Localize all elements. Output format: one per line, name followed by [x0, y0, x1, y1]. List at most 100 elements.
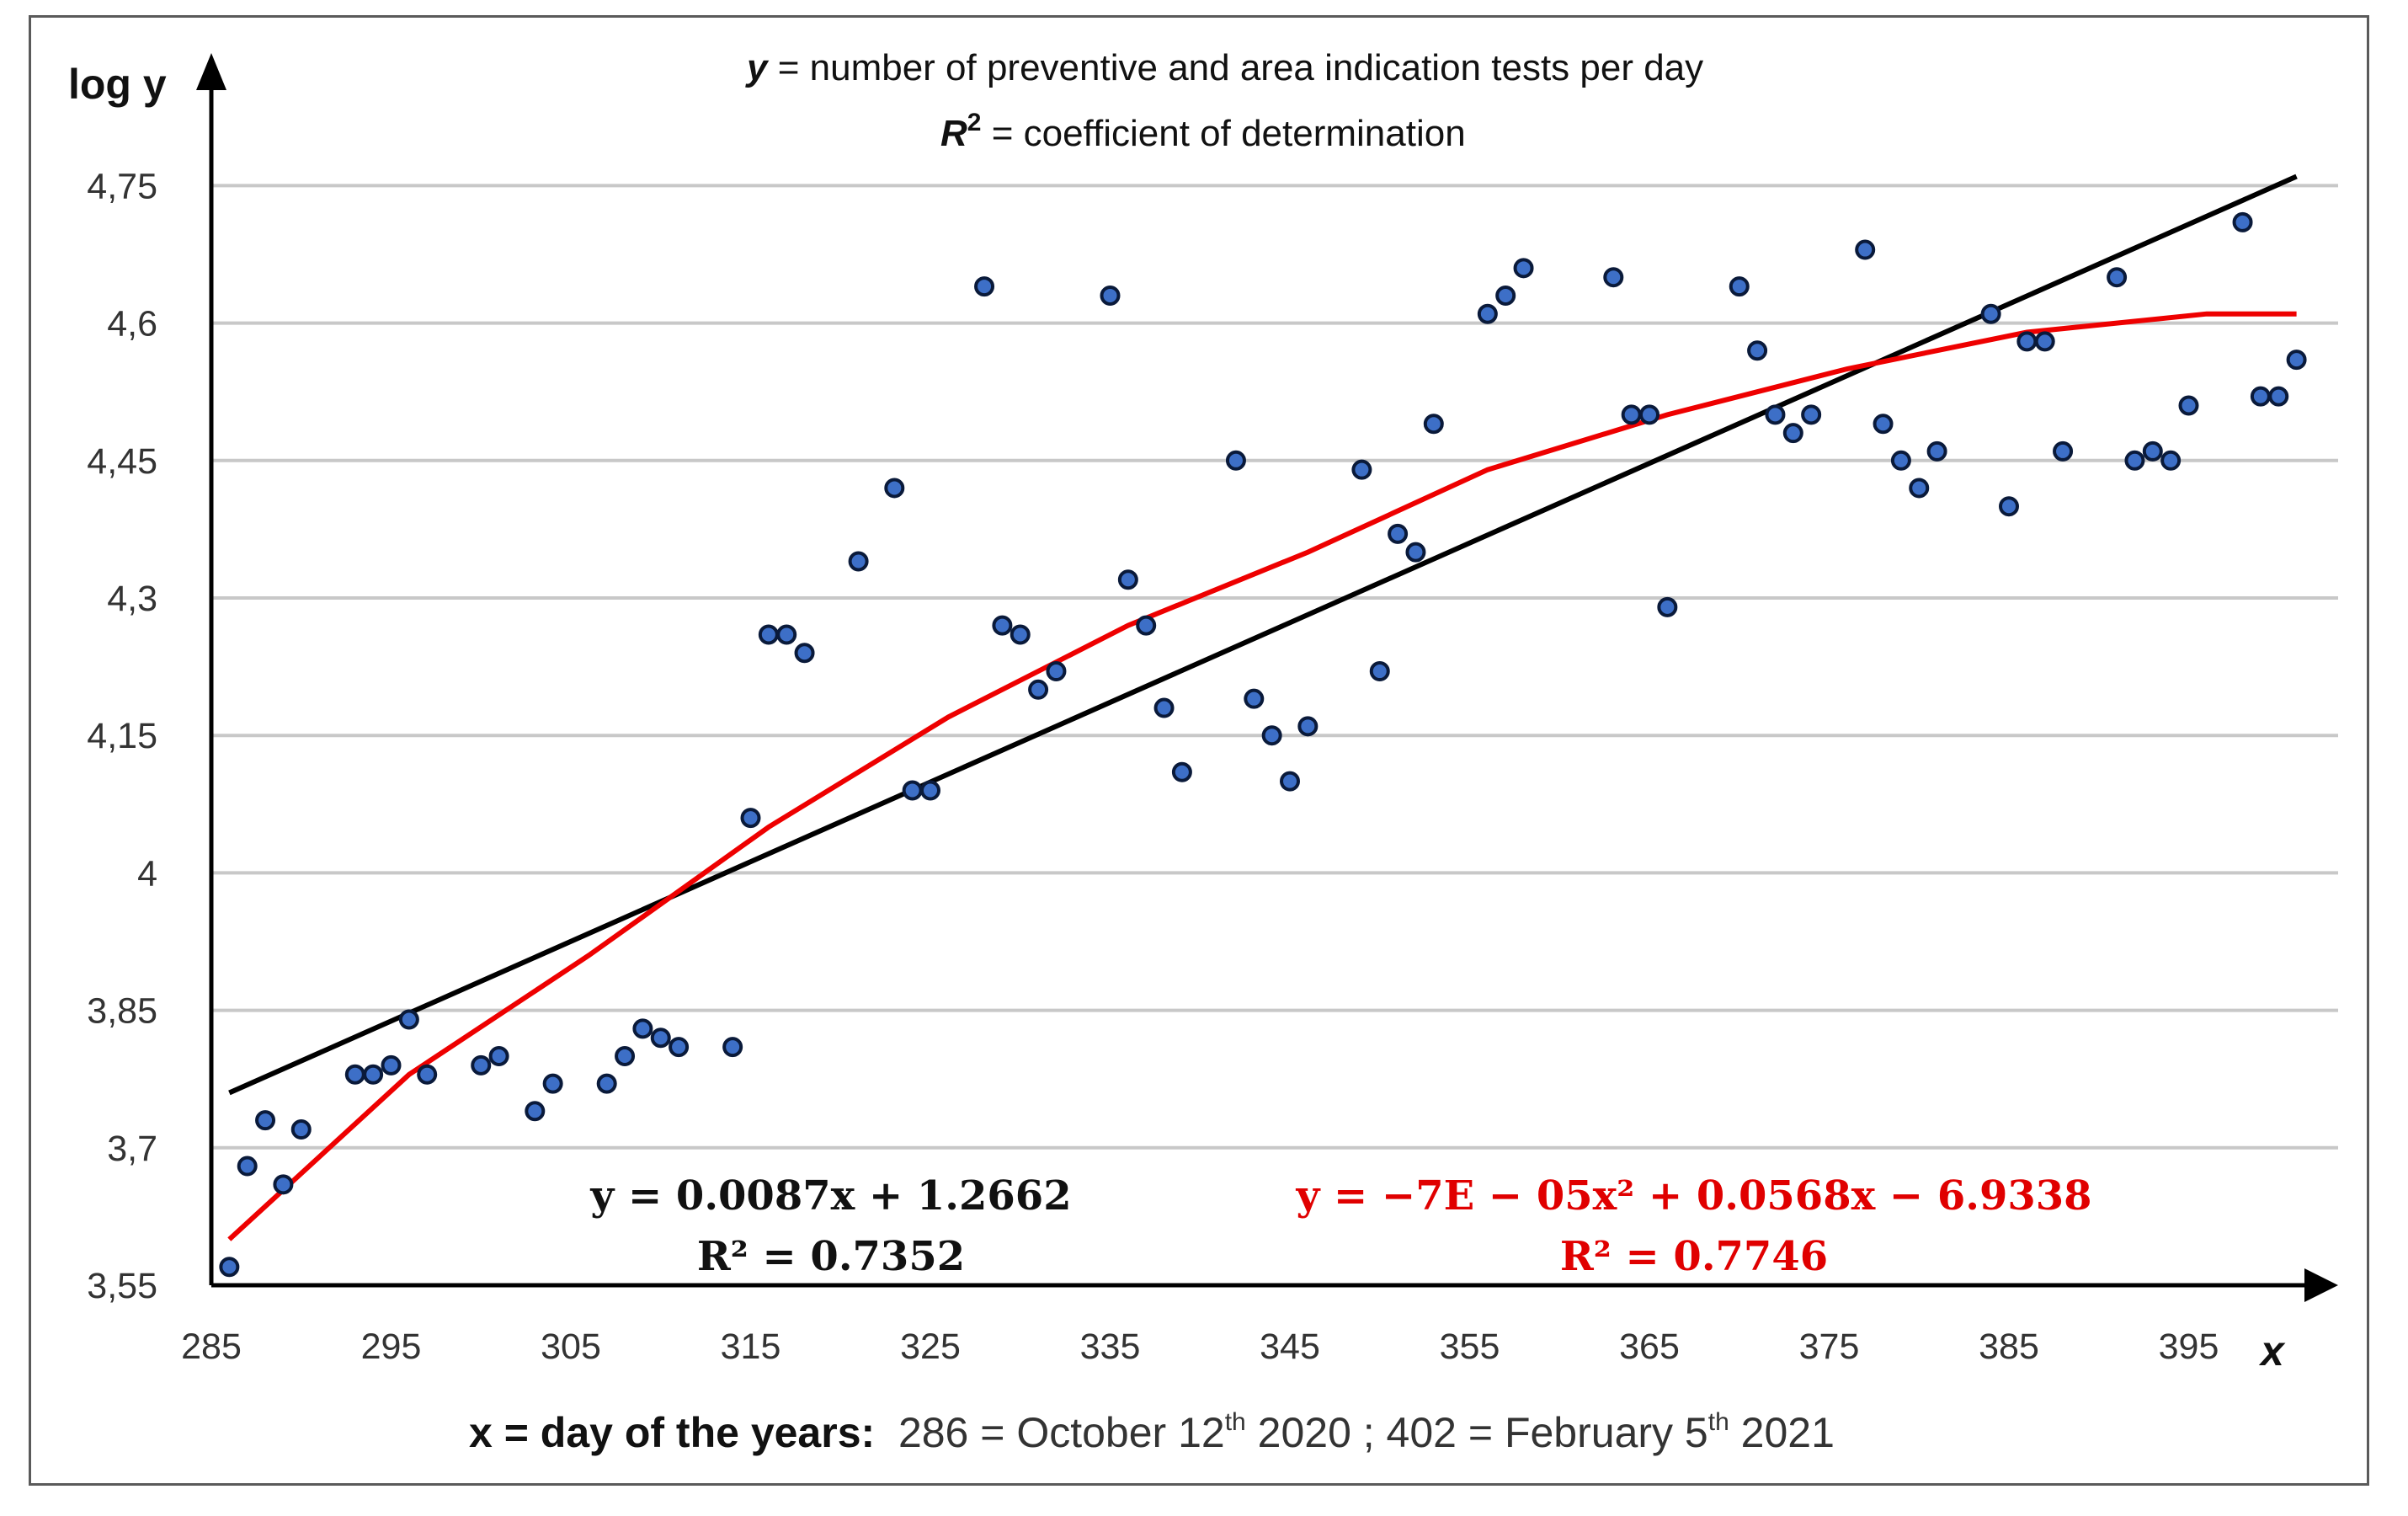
- data-point: [2107, 267, 2128, 288]
- data-point: [740, 808, 761, 829]
- data-point: [1890, 450, 1911, 471]
- x-tick-label: 355: [1440, 1326, 1500, 1367]
- data-point: [381, 1054, 402, 1076]
- gridlines: [211, 184, 2338, 1150]
- data-point: [1405, 542, 1426, 563]
- data-point: [1117, 569, 1138, 590]
- x-axis-label: x: [2258, 1327, 2286, 1375]
- data-point: [1999, 496, 2019, 517]
- data-point: [1010, 624, 1031, 645]
- data-point: [848, 551, 869, 572]
- data-point: [488, 1046, 509, 1066]
- x-definition-mid: 2020 ; 402 = February 5: [1246, 1409, 1708, 1456]
- data-point: [1729, 276, 1750, 297]
- x-definition: x = day of the years: 286 = October 12th…: [469, 1408, 1835, 1456]
- data-point: [2016, 331, 2038, 352]
- r2-definition: R2 = coefficient of determination: [940, 109, 1466, 154]
- chart-frame: 3,55 3,7 3,85 4 4,15 4,3 4,45 4,6 4,75 285 295 305…: [29, 15, 2369, 1486]
- data-point: [2286, 350, 2307, 371]
- data-point: [1801, 404, 1822, 425]
- y-tick-label: 4,6: [107, 304, 157, 344]
- x-definition-sup1: th: [1225, 1408, 1246, 1436]
- data-point: [1513, 258, 1534, 279]
- data-point: [1980, 303, 2001, 324]
- data-point: [596, 1073, 617, 1094]
- data-point: [632, 1018, 653, 1039]
- data-point: [650, 1028, 671, 1049]
- x-tick-label: 365: [1619, 1326, 1680, 1367]
- data-point: [1297, 716, 1319, 737]
- data-point: [1369, 661, 1390, 682]
- y-tick-label: 4: [137, 853, 157, 894]
- y-tick-label: 4,45: [87, 441, 157, 482]
- data-point: [290, 1119, 312, 1140]
- data-point: [902, 780, 923, 801]
- data-point: [1855, 239, 1876, 260]
- data-point: [1926, 440, 1947, 462]
- data-point: [1909, 478, 1930, 499]
- data-point: [2034, 331, 2055, 352]
- data-point: [237, 1156, 258, 1177]
- data-point: [1046, 661, 1067, 682]
- data-point: [1873, 414, 1894, 435]
- x-tick-label: 295: [361, 1326, 422, 1367]
- data-point: [1261, 725, 1282, 746]
- y-tick-label: 4,3: [107, 579, 157, 619]
- r2-definition-text: = coefficient of determination: [981, 113, 1465, 154]
- scatter-chart: 3,55 3,7 3,85 4 4,15 4,3 4,45 4,6 4,75 285 295 305…: [68, 47, 2338, 1456]
- data-point: [344, 1064, 365, 1085]
- x-definition-start: 286 = October 12: [875, 1409, 1225, 1456]
- data-point: [1782, 423, 1803, 444]
- data-point: [1225, 450, 1246, 471]
- x-tick-label: 315: [721, 1326, 781, 1367]
- y-tick-label: 3,85: [87, 991, 157, 1032]
- data-point: [1639, 404, 1659, 425]
- data-point: [1136, 615, 1157, 636]
- data-point: [255, 1110, 276, 1131]
- data-point: [471, 1054, 492, 1076]
- y-tick-label: 4,15: [87, 716, 157, 756]
- data-points: [219, 211, 2307, 1278]
- data-point: [1028, 679, 1049, 700]
- data-point: [2232, 211, 2253, 232]
- x-definition-bold: x = day of the years:: [469, 1409, 875, 1456]
- data-point: [920, 780, 940, 801]
- data-point: [2178, 395, 2199, 416]
- data-point: [1477, 303, 1498, 324]
- data-point: [2160, 450, 2182, 471]
- quadratic-equation: y = −7E − 05x² + 0.0568x − 6.9338: [1295, 1172, 2091, 1220]
- x-tick-labels: 285 295 305 315 325 335 345 355 365 375 385 395: [181, 1326, 2219, 1367]
- data-point: [758, 624, 779, 645]
- x-tick-label: 305: [541, 1326, 601, 1367]
- data-point: [1657, 596, 1678, 617]
- x-tick-label: 385: [1979, 1326, 2039, 1367]
- data-point: [2268, 386, 2289, 407]
- r2-definition-var: R: [940, 113, 967, 154]
- data-point: [1495, 285, 1516, 306]
- data-point: [615, 1046, 636, 1066]
- quadratic-trendline: [227, 311, 2297, 1241]
- y-axis-label: log y: [68, 61, 167, 108]
- linear-trendline: [228, 173, 2298, 1096]
- x-axis-arrow-icon: [2304, 1268, 2338, 1302]
- linear-equation: y = 0.0087x + 1.2662: [589, 1172, 1071, 1220]
- data-point: [1244, 688, 1265, 709]
- x-definition-sup2: th: [1708, 1408, 1729, 1436]
- data-point: [1388, 523, 1409, 544]
- data-point: [974, 276, 995, 297]
- x-tick-label: 325: [900, 1326, 961, 1367]
- data-point: [542, 1073, 563, 1094]
- y-tick-label: 3,55: [87, 1266, 157, 1306]
- data-point: [884, 478, 905, 499]
- data-point: [273, 1174, 294, 1195]
- data-point: [2250, 386, 2271, 407]
- data-point: [1423, 414, 1444, 435]
- data-point: [1765, 404, 1786, 425]
- data-point: [1621, 404, 1642, 425]
- data-point: [794, 643, 815, 664]
- y-axis-arrow-icon: [196, 53, 226, 90]
- x-tick-label: 345: [1260, 1326, 1320, 1367]
- data-point: [1171, 761, 1192, 782]
- x-tick-label: 395: [2159, 1326, 2219, 1367]
- r2-definition-sup: 2: [967, 109, 982, 136]
